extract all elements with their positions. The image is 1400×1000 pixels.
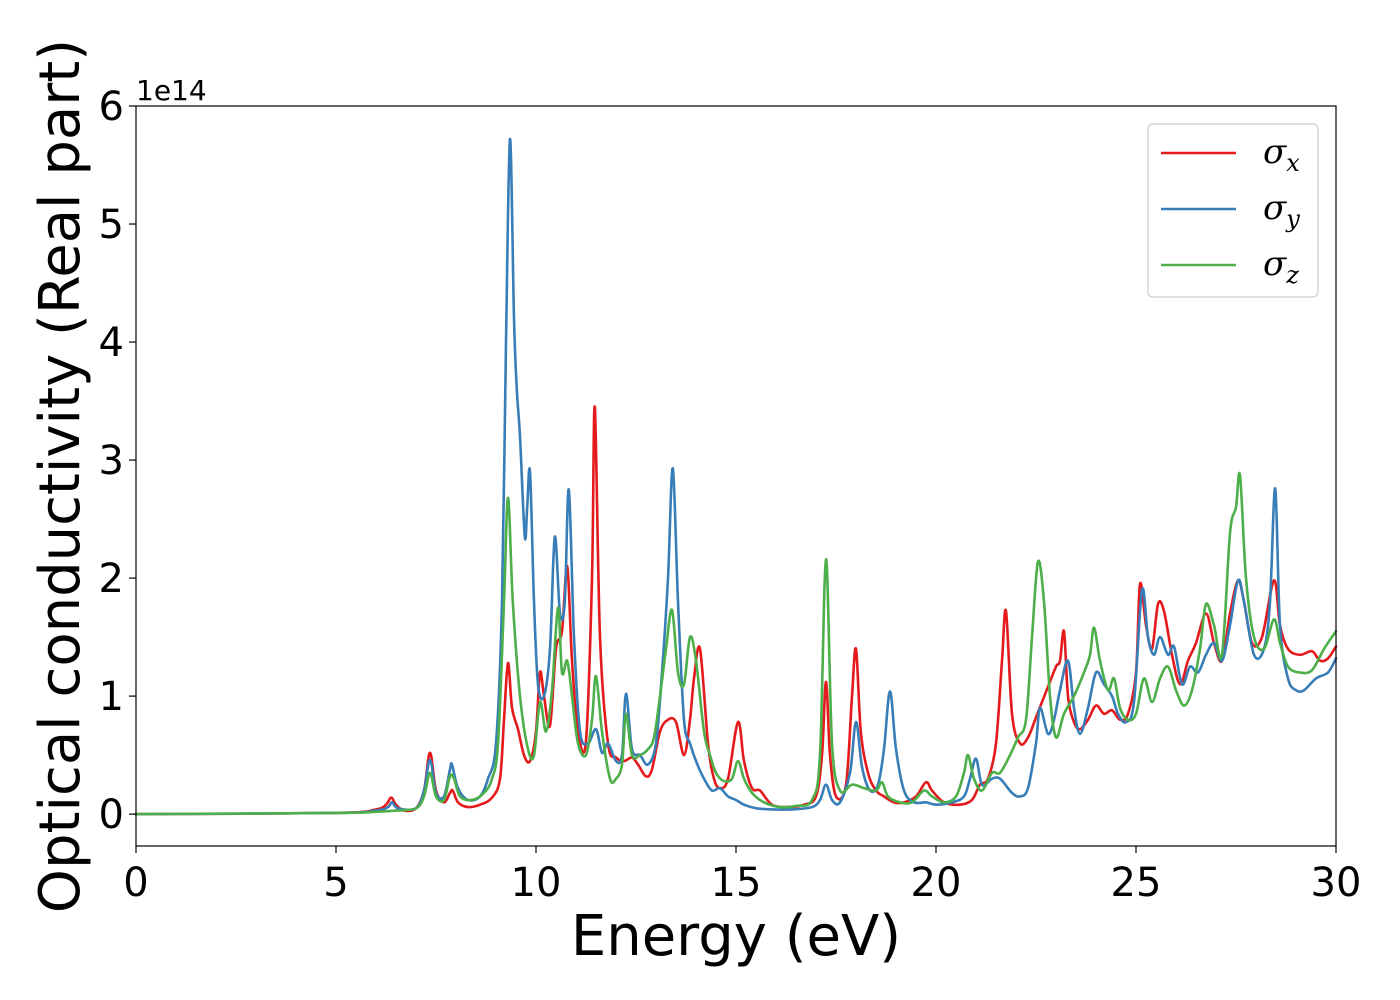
y-tick-label: 1 — [99, 674, 124, 720]
plot-background — [136, 106, 1336, 846]
y-axis: 0 1 2 3 4 5 6 — [99, 84, 136, 838]
y-axis-title: Optical conductivity (Real part) — [28, 39, 93, 913]
x-axis-title: Energy (eV) — [571, 904, 901, 969]
x-tick-label: 25 — [1111, 860, 1162, 906]
legend-label-y: σy — [1263, 188, 1300, 233]
legend-label-z: σz — [1263, 244, 1299, 289]
x-tick-label: 30 — [1311, 860, 1362, 906]
y-tick-label: 6 — [99, 84, 124, 130]
x-tick-label: 5 — [323, 860, 348, 906]
y-tick-label: 2 — [99, 556, 124, 602]
x-tick-label: 15 — [711, 860, 762, 906]
x-tick-label: 0 — [123, 860, 148, 906]
x-tick-label: 10 — [511, 860, 562, 906]
legend-label-x: σx — [1263, 132, 1300, 177]
series-line-y — [134, 137, 1338, 816]
y-tick-label: 3 — [99, 438, 124, 484]
legend-box — [1147, 123, 1319, 298]
y-tick-label: 0 — [99, 792, 124, 838]
legend: σx σy σz — [1147, 123, 1319, 298]
y-tick-label: 4 — [99, 320, 124, 366]
series-line-z — [134, 471, 1338, 816]
series-layer — [134, 137, 1338, 816]
y-tick-label: 5 — [99, 202, 124, 248]
x-tick-label: 20 — [911, 860, 962, 906]
y-offset-text: 1e14 — [136, 74, 207, 107]
x-axis: 0 5 10 15 20 25 30 — [123, 846, 1361, 906]
